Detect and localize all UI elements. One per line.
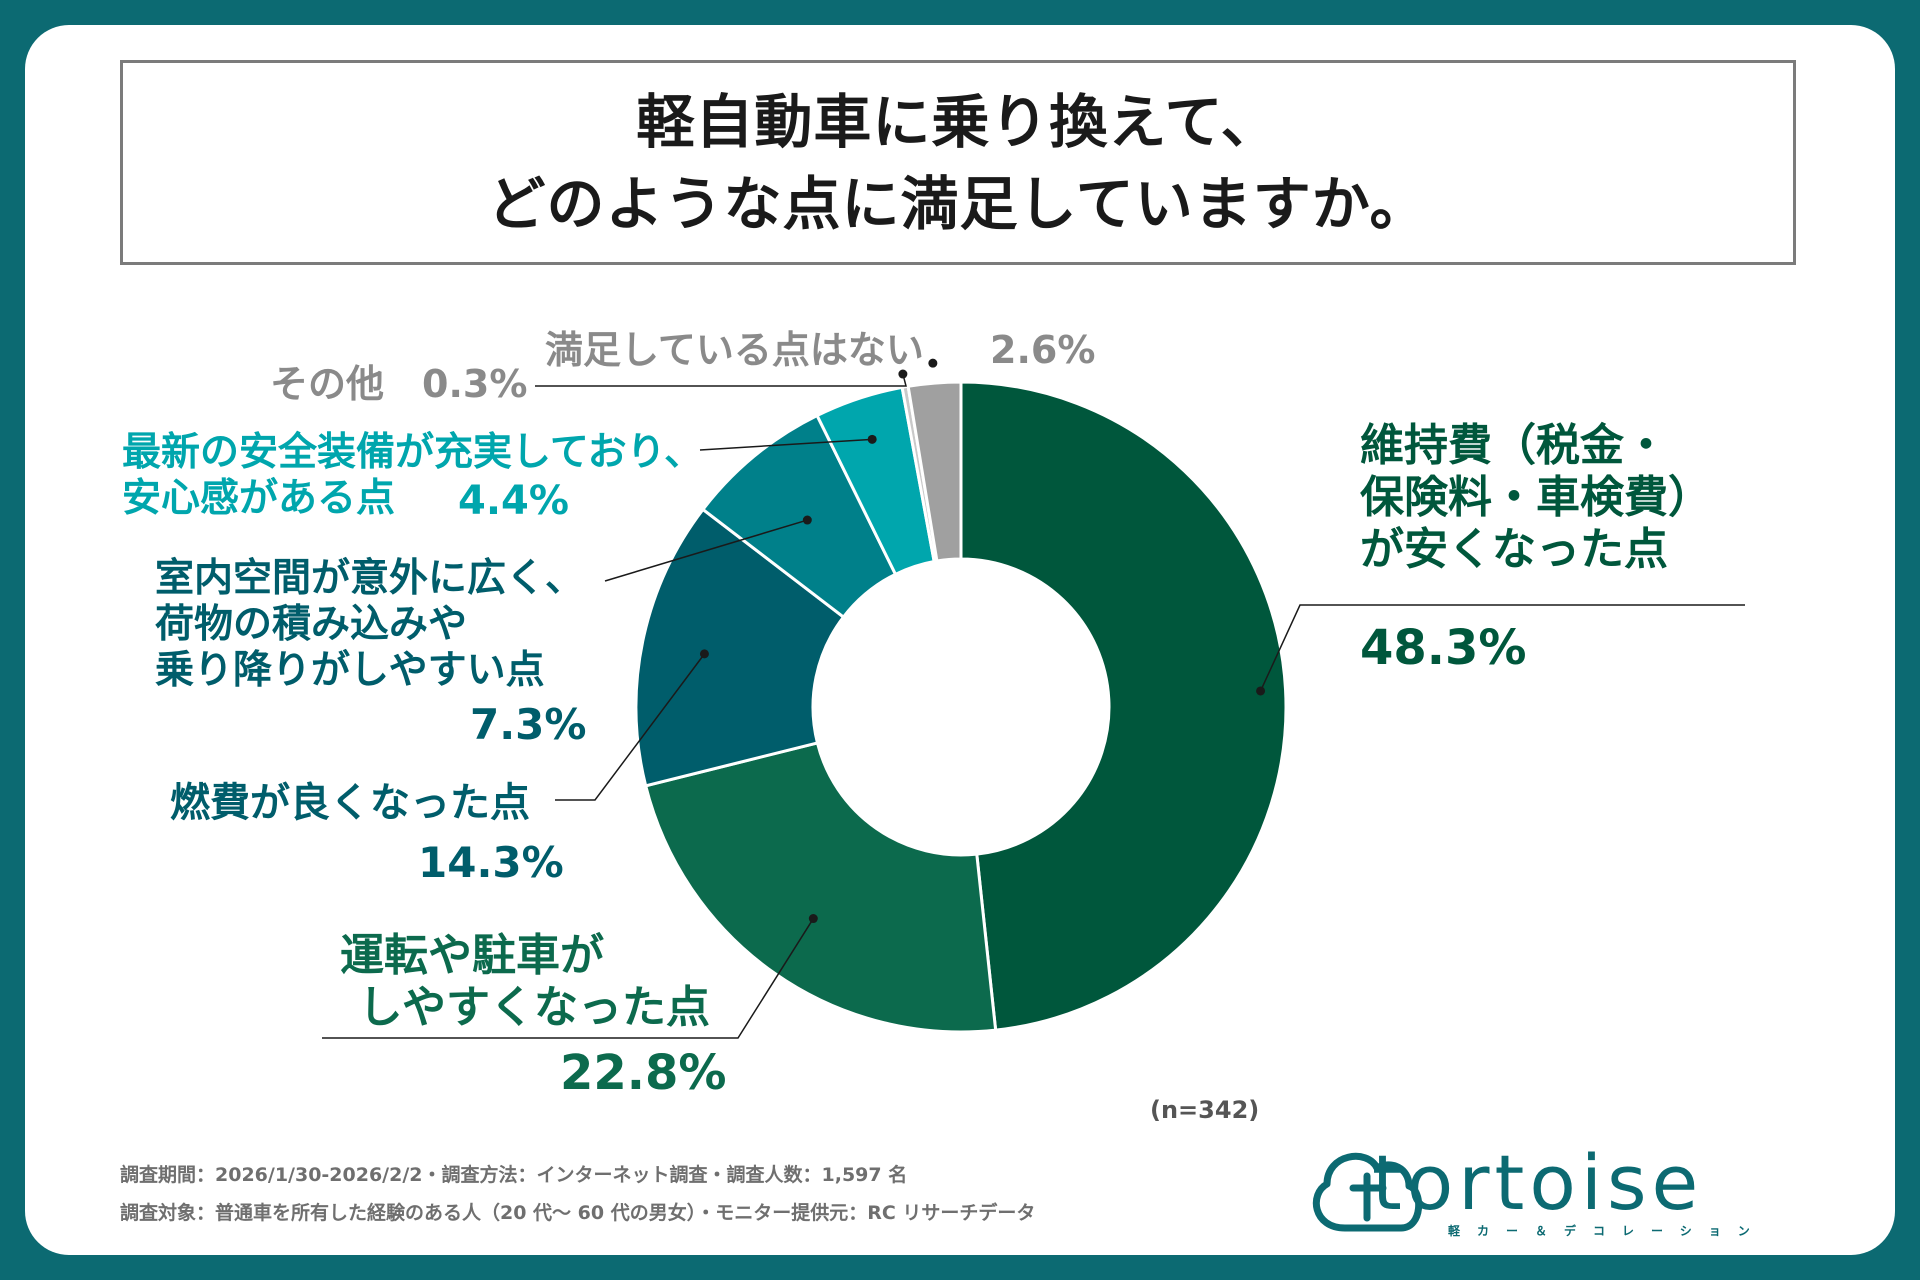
title-line-1: 軽自動車に乗り換えて、 <box>636 87 1280 156</box>
sample-size: (n=342) <box>1150 1096 1260 1124</box>
donut-slice-2 <box>643 741 998 1034</box>
logo-wordmark: tortoise <box>1372 1138 1704 1227</box>
leader-line-6 <box>535 373 907 387</box>
pct-easy-driving: 22.8% <box>560 1045 727 1101</box>
donut-slice-1 <box>959 380 1288 1032</box>
label-maintenance-cost: 維持費（税金・ 保険料・車検費） が安くなった点 <box>1360 420 1712 576</box>
label-maintenance-cost-line1: 維持費（税金・ <box>1360 420 1668 471</box>
label-interior-space-line1: 室内空間が意外に広く、 <box>155 556 585 601</box>
leader-dot-6 <box>898 369 908 379</box>
pct-maintenance-cost: 48.3% <box>1360 620 1527 676</box>
leader-dot-1 <box>1256 686 1266 696</box>
leader-dot-7 <box>928 358 938 368</box>
label-safety-equipment-line2: 安心感がある点 <box>122 476 396 522</box>
leader-line-1 <box>1259 604 1745 692</box>
label-easy-driving-line2: しやすくなった点 <box>358 981 710 1033</box>
pct-safety-equipment: 4.4% <box>458 478 569 524</box>
leader-line-4 <box>604 519 808 582</box>
label-maintenance-cost-line2: 保険料・車検費） <box>1360 471 1712 523</box>
label-fuel-economy: 燃費が良くなった点 <box>170 780 530 827</box>
pct-other: 0.3% <box>422 362 528 406</box>
label-interior-space: 室内空間が意外に広く、 荷物の積み込みや 乗り降りがしやすい点 <box>155 556 584 694</box>
tortoise-logo-icon <box>1312 1152 1423 1232</box>
label-not-satisfied: 満足している点はない <box>545 328 924 372</box>
leader-line-2 <box>322 918 814 1039</box>
label-easy-driving: 運転や駐車が しやすくなった点 <box>340 930 710 1034</box>
label-maintenance-cost-line3: が安くなった点 <box>1360 523 1668 575</box>
label-easy-driving-line1: 運転や駐車が <box>340 930 604 981</box>
label-fuel-economy-line1: 燃費が良くなった点 <box>170 780 530 826</box>
title-box: 軽自動車に乗り換えて、 どのような点に満足していますか。 <box>120 60 1796 265</box>
pct-not-satisfied: 2.6% <box>990 328 1096 372</box>
label-interior-space-line3: 乗り降りがしやすい点 <box>155 648 545 694</box>
content-card <box>25 25 1895 1255</box>
footer-survey-target: 調査対象：普通車を所有した経験のある人（20 代～ 60 代の男女）・モニター提… <box>120 1202 1036 1224</box>
leader-dot-5 <box>867 434 877 444</box>
label-safety-equipment-line1: 最新の安全装備が充実しており、 <box>122 430 704 475</box>
label-interior-space-line2: 荷物の積み込みや <box>155 602 468 648</box>
pct-interior-space: 7.3% <box>470 700 587 749</box>
leader-line-5 <box>699 438 873 451</box>
pct-fuel-economy: 14.3% <box>418 838 564 887</box>
footer-survey-period: 調査期間：2026/1/30-2026/2/2・調査方法：インターネット調査・調… <box>120 1164 908 1186</box>
leader-dot-4 <box>802 515 812 525</box>
leader-dot-2 <box>808 914 818 924</box>
leader-dot-3 <box>699 649 709 659</box>
leader-line-3 <box>555 653 706 801</box>
title-line-2: どのような点に満足していますか。 <box>487 169 1429 238</box>
logo-tagline: 軽カー＆デコレーション <box>1448 1224 1767 1238</box>
donut-slice-7 <box>906 380 963 563</box>
label-safety-equipment: 最新の安全装備が充実しており、 安心感がある点 <box>122 430 703 522</box>
label-other: その他 <box>270 362 385 406</box>
